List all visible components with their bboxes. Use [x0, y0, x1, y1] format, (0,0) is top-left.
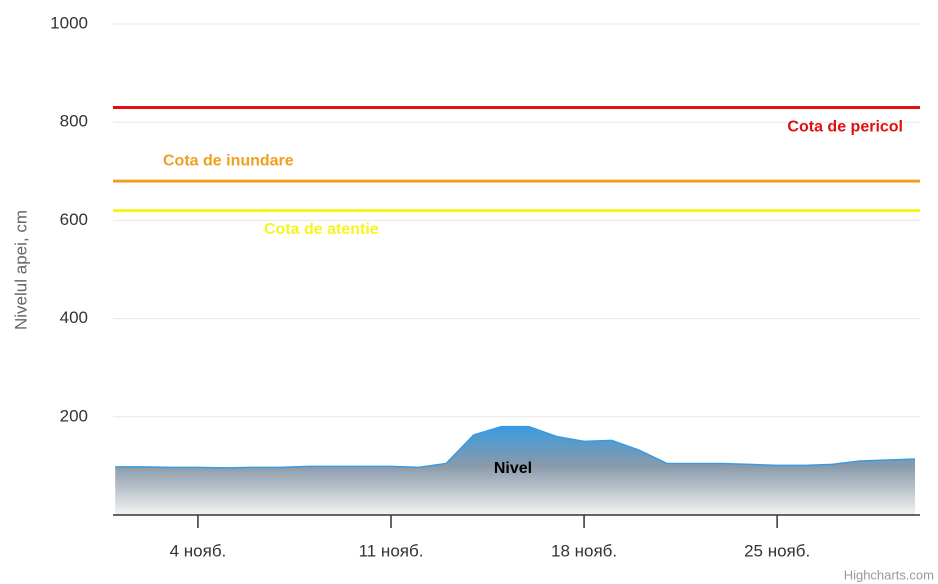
plot-line-label: Cota de pericol — [787, 119, 903, 136]
x-tick-label: 11 нояб. — [359, 541, 424, 560]
y-tick-label: 800 — [60, 112, 88, 131]
credits[interactable]: Highcharts.com — [844, 567, 934, 582]
x-tick-label: 25 нояб. — [744, 541, 810, 560]
y-tick-label: 1000 — [50, 13, 88, 32]
y-axis-title: Nivelul apei, cm — [11, 210, 30, 330]
y-tick-label: 400 — [60, 308, 88, 327]
series-label: Nivel — [494, 460, 532, 477]
y-tick-label: 600 — [60, 210, 88, 229]
x-tick-label: 4 нояб. — [170, 541, 227, 560]
y-tick-label: 200 — [60, 406, 88, 425]
plot-line-label: Cota de inundare — [163, 152, 294, 169]
x-tick-label: 18 нояб. — [551, 541, 617, 560]
area-line — [115, 425, 916, 469]
area — [115, 426, 916, 515]
plot-line-label: Cota de atentie — [264, 221, 379, 238]
